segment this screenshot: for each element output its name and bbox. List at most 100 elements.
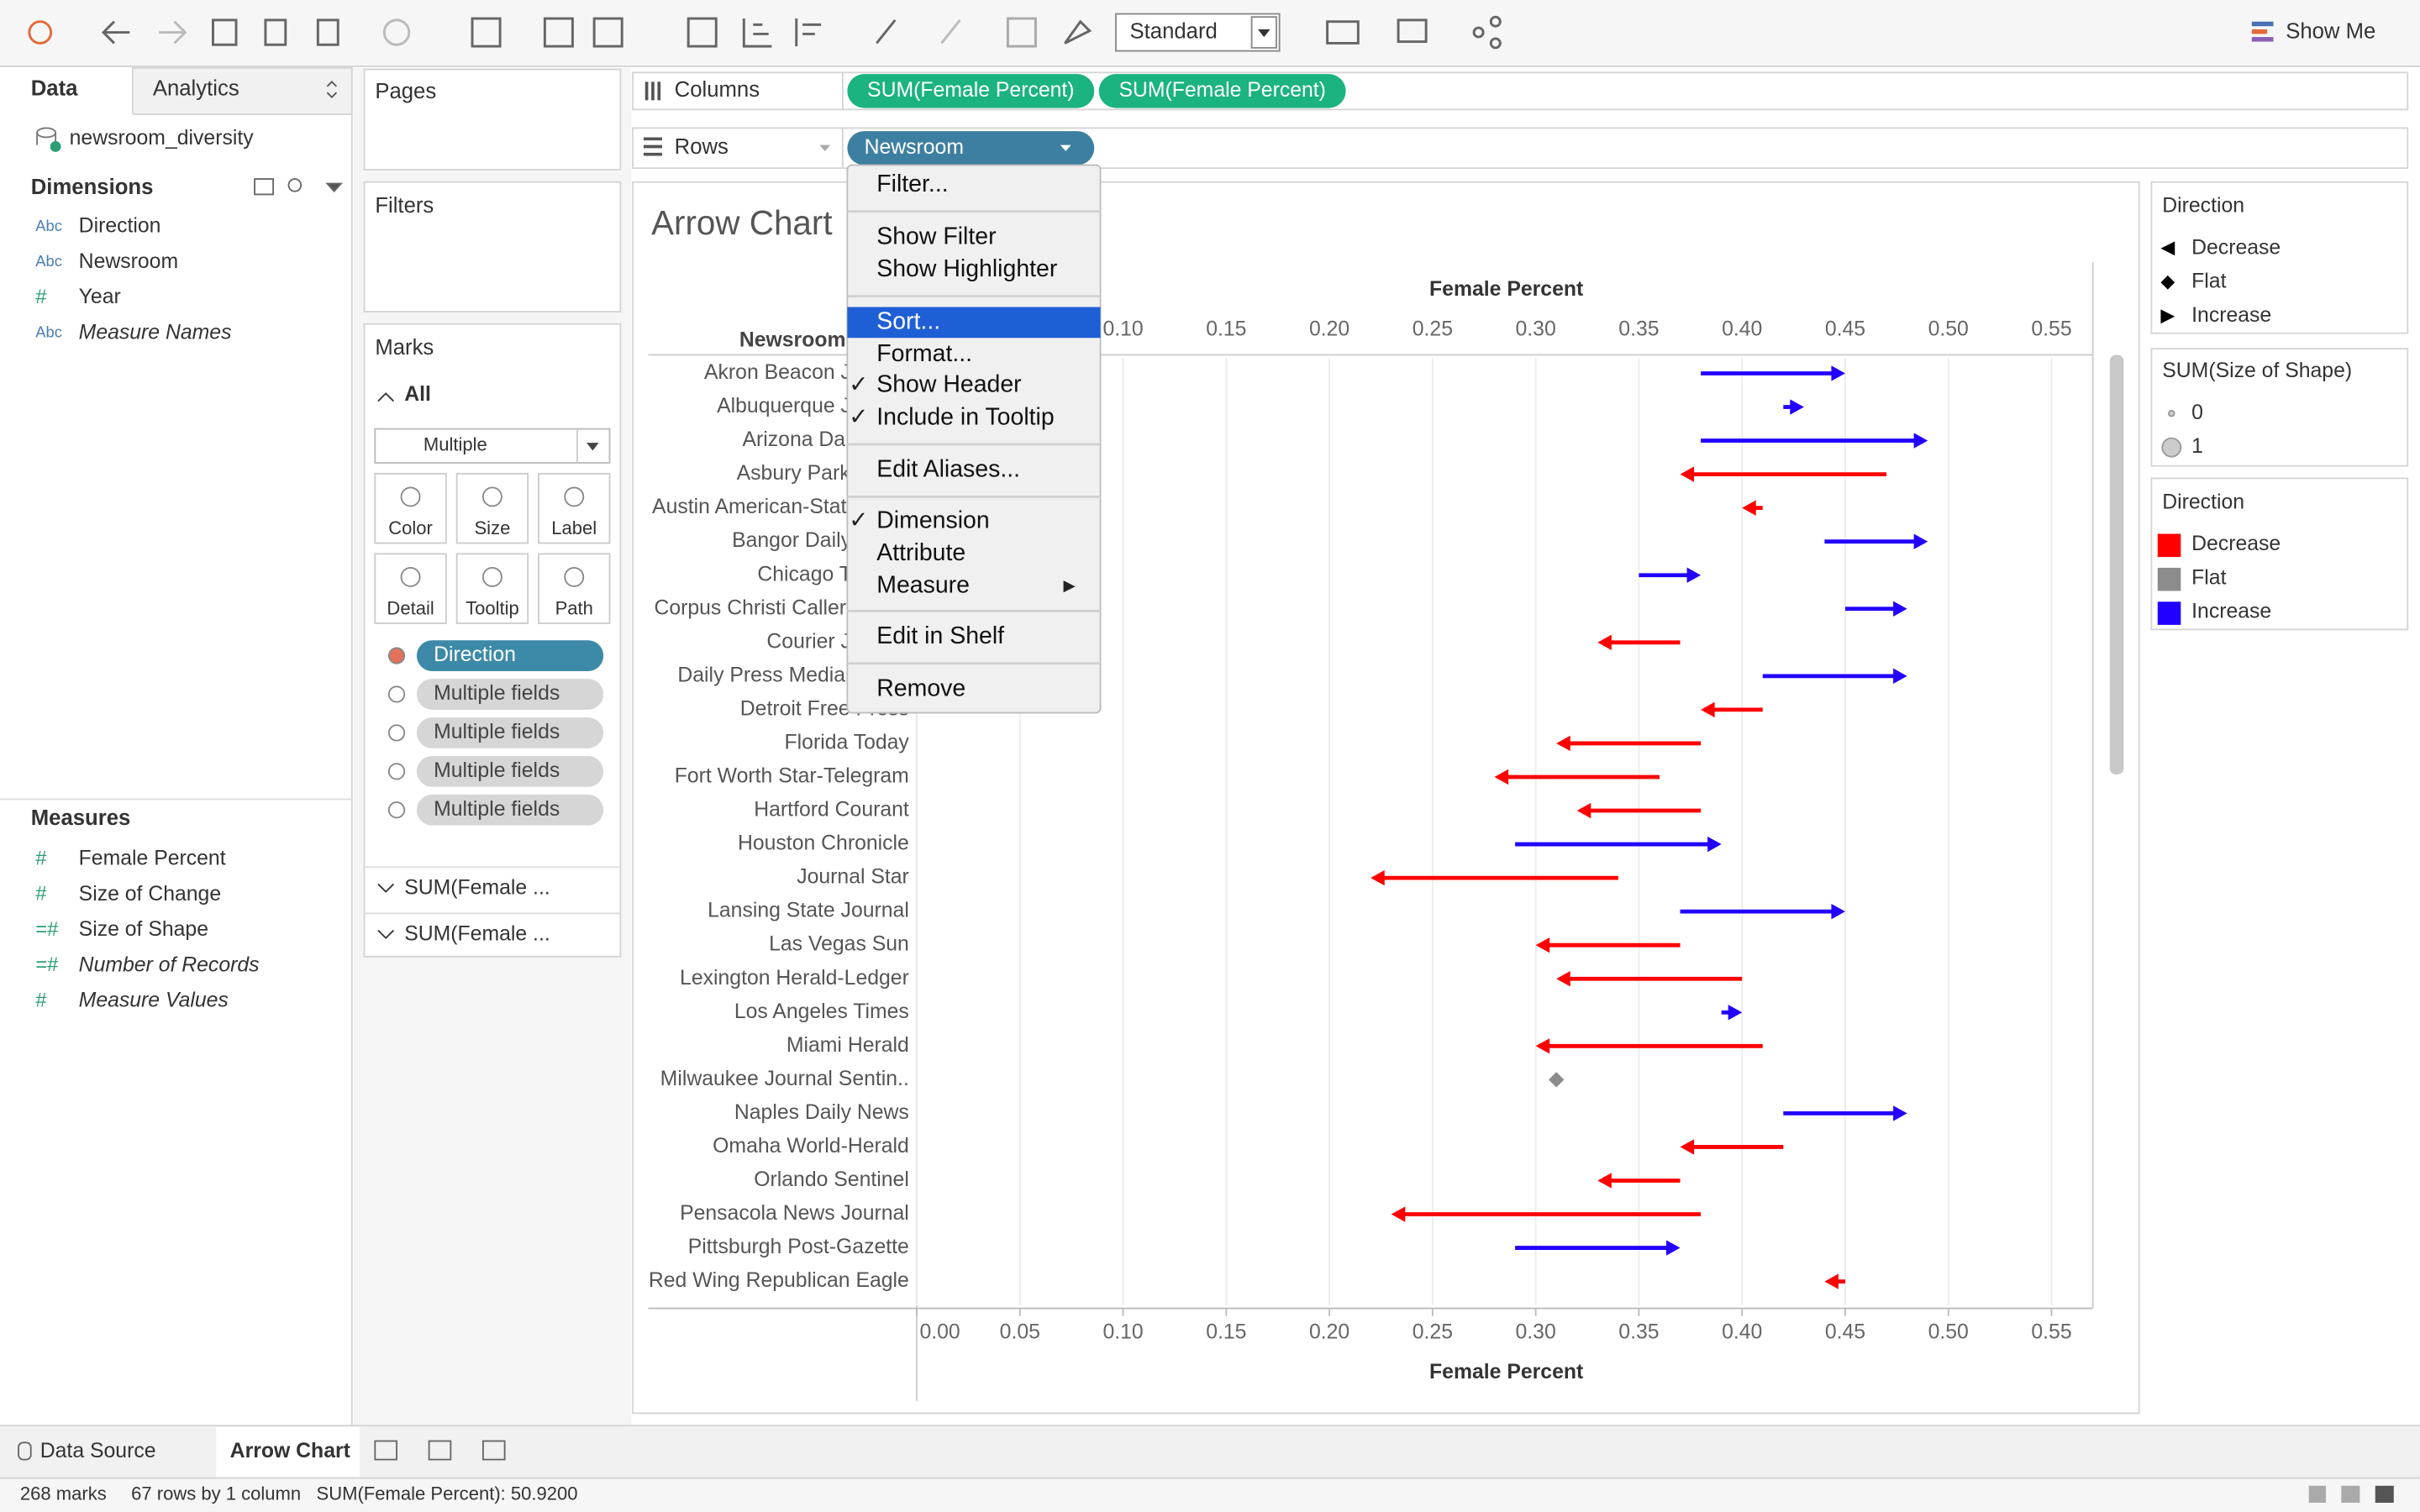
menu-item[interactable]: Format... [876, 340, 972, 367]
status-controls[interactable] [2308, 1485, 2394, 1503]
submenu-arrow: ▶ [1064, 576, 1076, 594]
legend-label[interactable]: Flat [2191, 566, 2226, 589]
tab[interactable]: Analytics [153, 76, 239, 100]
mark-type[interactable]: Multiple [424, 434, 487, 455]
sub-card[interactable]: SUM(Female ... [404, 923, 550, 946]
menu-item[interactable]: Edit Aliases... [876, 456, 1020, 483]
mark-button-label[interactable]: Color [388, 517, 433, 538]
sub-card[interactable]: SUM(Female ... [404, 877, 550, 900]
shelf-label: Columns [675, 78, 760, 102]
tab[interactable]: Data [31, 76, 78, 100]
field[interactable]: Direction [79, 215, 161, 238]
new-sheet-icons[interactable] [374, 1440, 506, 1461]
dimension-tools[interactable] [254, 178, 343, 196]
column-pill-label[interactable]: SUM(Female Percent) [867, 79, 1075, 102]
expand-icon[interactable] [377, 929, 395, 940]
x-tick-label: 0.20 [1309, 1320, 1349, 1343]
menu-item[interactable]: Show Highlighter [876, 255, 1057, 282]
field[interactable]: Measure Names [79, 321, 232, 344]
rows-icon [643, 137, 662, 156]
mark-button[interactable] [374, 472, 447, 544]
arrow-head [1680, 1139, 1695, 1155]
mark-button[interactable] [455, 472, 529, 544]
sheet-tab[interactable]: Data Source [40, 1440, 156, 1462]
field[interactable]: Newsroom [79, 250, 178, 273]
show-me-button[interactable]: Show Me [2286, 19, 2375, 43]
menu-item[interactable]: Show Header [876, 371, 1021, 398]
arrow-head [1576, 802, 1591, 819]
show-me-icon [2251, 21, 2274, 42]
tab-arrows [326, 81, 338, 99]
row-label: Red Wing Republican Eagle [649, 1269, 909, 1292]
arrow-head [1707, 836, 1722, 853]
mark-field-pill[interactable] [416, 756, 604, 787]
legend-label[interactable]: Decrease [2191, 236, 2281, 259]
mark-button-label[interactable]: Detail [387, 597, 434, 618]
legend-label[interactable]: Decrease [2191, 533, 2281, 555]
mark-button-label[interactable]: Size [474, 517, 510, 538]
menu-item[interactable]: Remove [876, 675, 965, 702]
view-mode[interactable]: Standard [1129, 19, 1217, 43]
legend-label[interactable]: Flat [2191, 270, 2226, 293]
row-pill[interactable] [847, 131, 1095, 165]
mark-field[interactable]: Multiple fields [434, 682, 560, 705]
menu-item[interactable]: Measure [876, 571, 970, 598]
mark-button-label[interactable]: Tooltip [466, 597, 519, 618]
field-type-icon: =# [35, 918, 59, 941]
menu-item[interactable]: Attribute [876, 539, 965, 566]
mark-type-dropdown[interactable] [374, 428, 611, 464]
toolbar-icons[interactable] [28, 15, 1502, 50]
mark-field-pill[interactable] [416, 640, 604, 671]
field[interactable]: Size of Change [79, 883, 221, 906]
x-tick-label: 0.50 [1928, 1320, 1969, 1343]
mark-field[interactable]: Multiple fields [434, 759, 560, 782]
arrow-head [1494, 769, 1509, 785]
mark-button[interactable] [374, 553, 447, 624]
mark-field[interactable]: Multiple fields [434, 721, 560, 743]
column-pill[interactable] [1098, 74, 1346, 108]
x-tick-label: 0.15 [1206, 1320, 1246, 1343]
field[interactable]: Year [79, 286, 121, 308]
menu-item[interactable]: Include in Tooltip [876, 403, 1054, 430]
menu-item[interactable]: Show Filter [876, 223, 996, 249]
menu-item[interactable]: Sort... [876, 307, 940, 334]
mark-button[interactable] [538, 472, 611, 544]
column-pill[interactable] [847, 74, 1095, 108]
marks-all[interactable]: All [404, 383, 431, 406]
mark-field-pill[interactable] [416, 794, 604, 826]
pill-arrow [1060, 144, 1071, 151]
field[interactable]: Female Percent [79, 848, 226, 870]
menu-item[interactable]: Filter... [876, 171, 948, 197]
mark-button[interactable] [538, 553, 611, 624]
size-symbol [2161, 437, 2182, 458]
mark-button-label[interactable]: Path [555, 597, 593, 618]
sheet-tab[interactable]: Arrow Chart [230, 1440, 350, 1462]
mark-field[interactable]: Multiple fields [434, 798, 560, 821]
menu-item[interactable]: Dimension [876, 507, 989, 533]
legend-label[interactable]: Increase [2191, 304, 2271, 327]
menu-item[interactable]: Edit in Shelf [876, 622, 1004, 649]
datasource[interactable]: newsroom_diversity [70, 127, 255, 150]
field[interactable]: Number of Records [79, 953, 260, 976]
datasource-tab-icon [18, 1441, 32, 1461]
scrollbar[interactable] [2109, 354, 2124, 775]
legend-label[interactable]: Increase [2191, 601, 2271, 623]
mark-button[interactable] [455, 553, 529, 624]
field[interactable]: Size of Shape [79, 918, 208, 941]
column-pill-label[interactable]: SUM(Female Percent) [1118, 79, 1326, 102]
field[interactable]: Measure Values [79, 990, 229, 1012]
mark-field-pill[interactable] [416, 717, 604, 748]
expand-icon[interactable] [377, 883, 395, 893]
mark-field-pill[interactable] [416, 679, 604, 710]
x-tick-label: 0.50 [1928, 318, 1969, 341]
row-pill-label[interactable]: Newsroom [865, 136, 964, 159]
mark-button-icon [481, 486, 502, 507]
collapse-icon[interactable] [377, 392, 395, 402]
x-axis-title: Female Percent [1429, 1361, 1583, 1383]
legend-card [2150, 181, 2409, 334]
legend-label[interactable]: 0 [2191, 402, 2203, 424]
mark-field[interactable]: Direction [434, 643, 516, 666]
mark-button-label[interactable]: Label [551, 517, 597, 538]
legend-label[interactable]: 1 [2191, 435, 2203, 458]
